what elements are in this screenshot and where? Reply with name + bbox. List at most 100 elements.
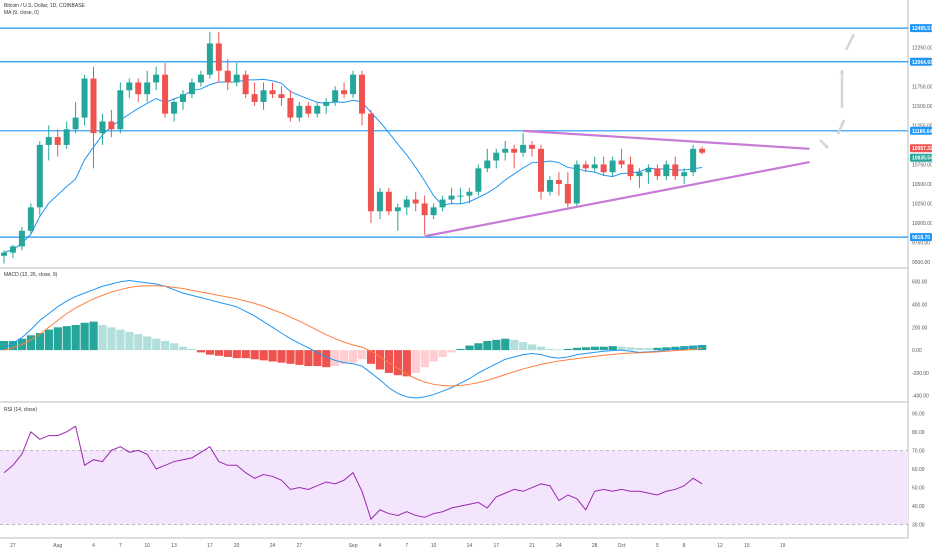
candle-body — [538, 148, 544, 192]
x-tick-label: Sep — [349, 543, 358, 549]
rsi-legend: RSI (14, close) — [4, 407, 38, 413]
candle-body — [323, 101, 330, 106]
candle-body — [457, 195, 464, 197]
x-tick-label: 10 — [144, 543, 150, 549]
macd-histogram-bar — [563, 348, 573, 351]
x-tick-label: Oct — [618, 543, 626, 549]
candle-body — [27, 207, 34, 231]
macd-histogram-bar — [125, 331, 134, 351]
candle-body — [251, 94, 258, 102]
macd-histogram-bar — [492, 339, 501, 351]
grid-lines — [0, 0, 909, 539]
macd-histogram-bar — [447, 350, 456, 353]
price-tick-label: 11250.00 — [912, 123, 932, 129]
macd-legend: MACD (12, 26, close, 9) — [4, 272, 58, 278]
macd-histogram-bar — [322, 350, 331, 368]
x-tick-label: Aug — [53, 543, 62, 549]
macd-histogram-bar — [375, 350, 385, 370]
x-tick-label: 17 — [493, 543, 499, 549]
candle-body — [618, 160, 625, 165]
candle-body — [582, 164, 589, 169]
candle-body — [591, 164, 598, 169]
projection-arrow-head — [850, 34, 855, 38]
candle-body — [412, 199, 419, 204]
candle-body — [376, 191, 383, 212]
candle-body — [475, 168, 482, 192]
price-legend: Bitcoin / U.S. Dollar, 1D, COINBASE — [4, 3, 85, 9]
price-tag — [910, 153, 932, 162]
x-tick-label: 21 — [529, 543, 535, 549]
macd-histogram-bar — [402, 350, 411, 377]
macd-tick-label: 200.00 — [912, 325, 928, 331]
macd-histogram-bar — [116, 329, 125, 351]
candle-body — [144, 82, 151, 95]
price-tick-label: 9500.00 — [912, 260, 930, 266]
macd-histogram-bar — [268, 350, 277, 362]
x-tick-label: 5 — [656, 543, 659, 549]
macd-histogram-bar — [26, 335, 36, 351]
candle-body — [654, 168, 661, 177]
signal-line — [3, 285, 703, 387]
candle-body — [206, 43, 213, 75]
macd-histogram-bar — [107, 327, 116, 351]
price-tag — [910, 233, 932, 242]
candle-body — [394, 207, 401, 212]
candle-body — [546, 180, 553, 192]
candle-body — [162, 74, 169, 114]
macd-histogram-bar — [295, 350, 304, 365]
candle-body — [188, 82, 195, 95]
macd-histogram-bar — [554, 349, 564, 351]
price-tick-label: 10500.00 — [912, 182, 932, 188]
candle-body — [242, 74, 249, 95]
rsi-tick-label: 70.00 — [912, 448, 925, 454]
candle-body — [359, 74, 365, 114]
macd-histogram-bar — [483, 340, 492, 351]
x-tick-label: 10 — [431, 543, 437, 549]
x-tick-label: 7 — [119, 543, 122, 549]
macd-histogram-bar — [304, 350, 313, 367]
candle-body — [269, 90, 276, 95]
candle-body — [36, 144, 43, 208]
macd-histogram-bar — [608, 346, 617, 351]
price-tag — [910, 144, 932, 153]
candle-body — [171, 101, 178, 114]
candle-body — [520, 144, 527, 153]
macd-histogram-bar — [438, 350, 447, 357]
candle-body — [385, 191, 392, 212]
candle-body — [197, 74, 204, 83]
macd-histogram-bar — [545, 348, 555, 351]
macd-histogram-bar — [161, 340, 170, 351]
macd-tick-label: 400.00 — [912, 303, 928, 309]
macd-histogram-bar — [465, 345, 474, 351]
candle-body — [135, 82, 142, 95]
macd-histogram-bar — [80, 322, 89, 351]
macd-histogram-bar — [259, 350, 268, 361]
macd-histogram-bar — [179, 346, 188, 351]
candle-body — [529, 144, 536, 149]
macd-histogram-bar — [456, 348, 465, 351]
macd-histogram-bar — [519, 342, 528, 351]
macd-pane — [0, 280, 707, 399]
candle-body — [403, 199, 410, 208]
macd-histogram-bar — [644, 348, 653, 351]
macd-histogram-bar — [528, 344, 537, 351]
macd-histogram-bar — [590, 346, 599, 351]
candle-body — [350, 74, 357, 95]
candle-body — [54, 137, 61, 145]
candle-body — [99, 121, 106, 134]
projection-arrow-head — [839, 70, 845, 74]
price-tag — [910, 126, 932, 135]
candle-body — [672, 164, 679, 177]
macd-histogram-bar — [62, 326, 71, 351]
candle-body — [466, 191, 473, 196]
rsi-tick-label: 40.00 — [912, 504, 925, 510]
candle-body — [609, 160, 616, 173]
candle-body — [180, 94, 186, 102]
price-tag-label: 12495.57 — [912, 26, 932, 32]
rsi-tick-label: 50.00 — [912, 486, 925, 492]
x-tick-label: 19 — [780, 543, 786, 549]
macd-histogram-bar — [617, 346, 626, 351]
candle-body — [448, 195, 455, 200]
x-tick-label: 27 — [10, 543, 16, 549]
